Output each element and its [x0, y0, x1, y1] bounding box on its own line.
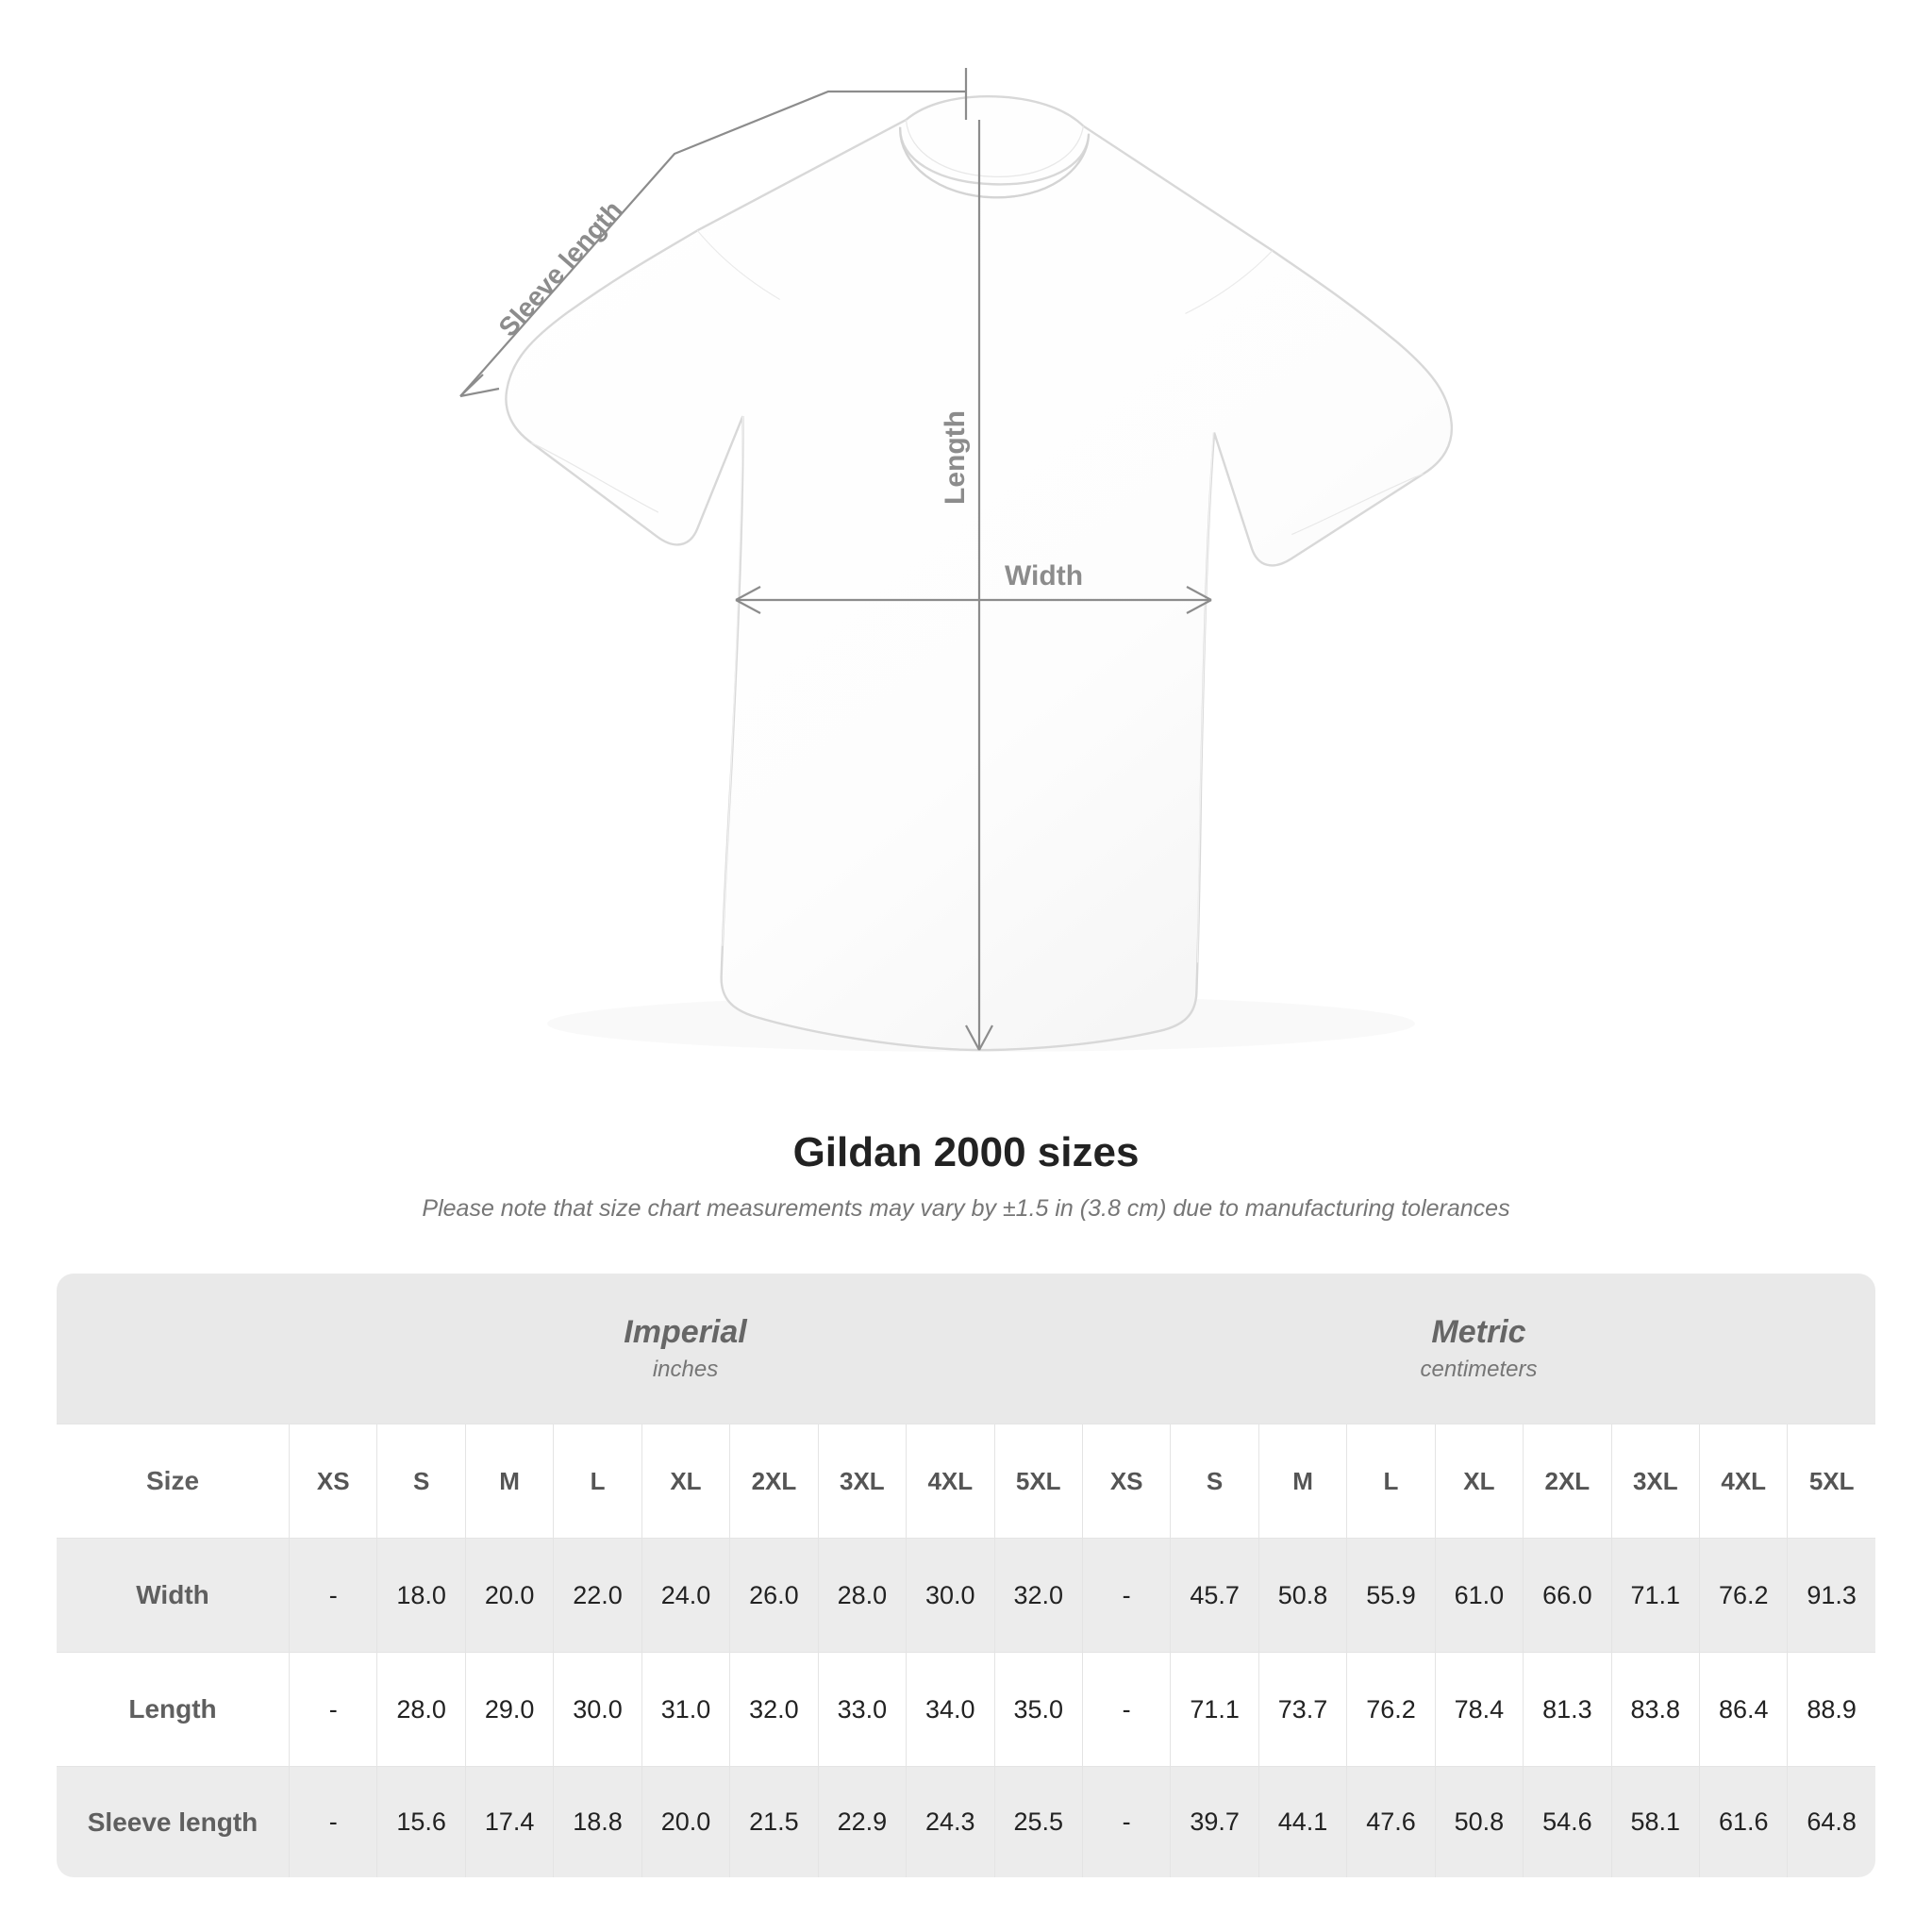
svg-text:Length: Length — [940, 410, 971, 505]
svg-text:Width: Width — [1005, 560, 1083, 591]
